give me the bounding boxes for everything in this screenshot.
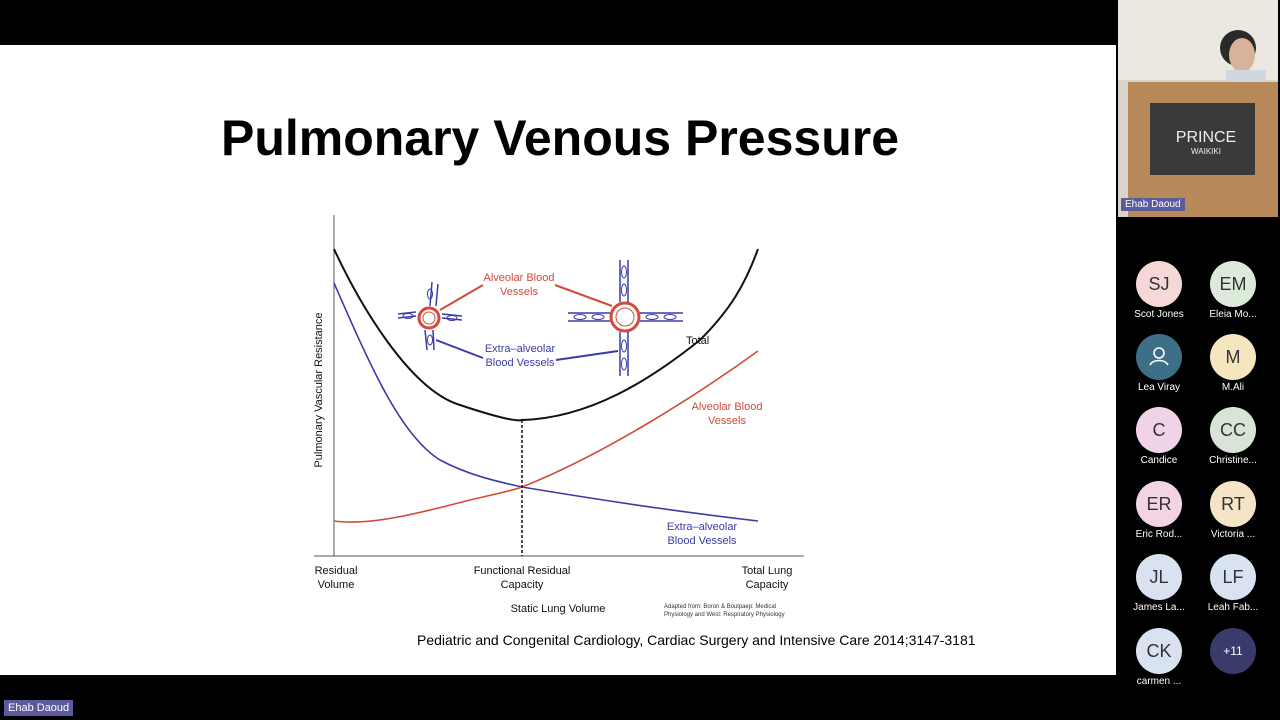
participant-tile[interactable]: ER Eric Rod... bbox=[1124, 481, 1194, 540]
avatar bbox=[1136, 334, 1182, 380]
avatar: C bbox=[1136, 407, 1182, 453]
x-label-frc-1: Functional Residual bbox=[474, 565, 571, 577]
y-axis-label: Pulmonary Vascular Resistance bbox=[313, 312, 325, 467]
presentation-slide: Pulmonary Venous Pressure Total Alveolar… bbox=[0, 45, 1116, 675]
video-name-tag: Ehab Daoud bbox=[1121, 198, 1185, 211]
participant-name: Eleia Mo... bbox=[1209, 309, 1257, 320]
participant-name: James La... bbox=[1133, 602, 1185, 613]
total-label: Total bbox=[686, 335, 709, 347]
avatar: LF bbox=[1210, 554, 1256, 600]
person-icon bbox=[1149, 347, 1169, 366]
inset-alveolar-line1: Alveolar Blood bbox=[484, 272, 555, 284]
source-note-line2: Physiology and West: Respiratory Physiol… bbox=[664, 612, 785, 618]
source-note-line1: Adapted from: Boron & Boulpaep: Medical bbox=[664, 604, 776, 610]
small-vessel-diagram bbox=[397, 281, 463, 351]
participant-name: Victoria ... bbox=[1210, 529, 1256, 540]
participant-tile[interactable]: RT Victoria ... bbox=[1198, 481, 1268, 540]
avatar: SJ bbox=[1136, 261, 1182, 307]
participant-tile[interactable]: C Candice bbox=[1124, 407, 1194, 466]
participant-tile[interactable]: JL James La... bbox=[1124, 554, 1194, 613]
participant-name: Leah Fab... bbox=[1207, 602, 1259, 613]
participant-tile[interactable]: SJ Scot Jones bbox=[1124, 261, 1194, 320]
x-axis-title: Static Lung Volume bbox=[511, 603, 606, 615]
participant-name: Lea Viray bbox=[1137, 382, 1181, 393]
participant-tile[interactable]: LF Leah Fab... bbox=[1198, 554, 1268, 613]
extra-label-line1: Extra–alveolar bbox=[667, 521, 738, 533]
participant-name: Eric Rod... bbox=[1135, 529, 1183, 540]
avatar: RT bbox=[1210, 481, 1256, 527]
participant-name: carmen ... bbox=[1136, 676, 1182, 687]
total-curve bbox=[333, 248, 759, 422]
participant-tile[interactable]: M M.Ali bbox=[1198, 334, 1268, 393]
participants-panel: PRINCE WAIKIKI Ehab Daoud SJ Scot Jones … bbox=[1116, 0, 1280, 720]
x-label-tlc-2: Capacity bbox=[746, 579, 789, 591]
alveolar-label-line1: Alveolar Blood bbox=[692, 401, 763, 413]
avatar: CC bbox=[1210, 407, 1256, 453]
sign-line1: PRINCE bbox=[1176, 129, 1236, 146]
x-label-tlc-1: Total Lung bbox=[742, 565, 793, 577]
video-frame: PRINCE WAIKIKI bbox=[1118, 0, 1278, 217]
participant-tile[interactable]: CK carmen ... bbox=[1124, 628, 1194, 687]
extra-label-line2: Blood Vessels bbox=[667, 535, 737, 547]
more-participants-button[interactable]: +11 bbox=[1210, 628, 1256, 674]
presenter-name-tag: Ehab Daoud bbox=[4, 700, 74, 716]
participant-name: Scot Jones bbox=[1134, 309, 1184, 320]
alveolar-label-line2: Vessels bbox=[708, 415, 746, 427]
avatar: EM bbox=[1210, 261, 1256, 307]
participant-name: Christine... bbox=[1209, 455, 1257, 466]
participant-tile[interactable]: CC Christine... bbox=[1198, 407, 1268, 466]
alveolar-curve bbox=[333, 350, 759, 523]
sign-line2: WAIKIKI bbox=[1191, 147, 1221, 156]
inset-extra-line2: Blood Vessels bbox=[485, 357, 555, 369]
presenter-video-tile[interactable]: PRINCE WAIKIKI Ehab Daoud bbox=[1118, 0, 1278, 217]
participant-tile[interactable]: Lea Viray bbox=[1124, 334, 1194, 393]
x-label-residual-1: Residual bbox=[315, 565, 358, 577]
slide-title: Pulmonary Venous Pressure bbox=[220, 110, 900, 166]
inset-extra-line1: Extra–alveolar bbox=[485, 343, 556, 355]
avatar: ER bbox=[1136, 481, 1182, 527]
x-label-residual-2: Volume bbox=[318, 579, 355, 591]
participant-name: M.Ali bbox=[1221, 382, 1245, 393]
avatar: CK bbox=[1136, 628, 1182, 674]
participant-name: Candice bbox=[1140, 455, 1178, 466]
extra-alveolar-curve bbox=[333, 282, 759, 522]
x-label-frc-2: Capacity bbox=[501, 579, 544, 591]
participant-tile[interactable]: EM Eleia Mo... bbox=[1198, 261, 1268, 320]
resistance-figure: Total Alveolar Blood Vessels Extra–alveo… bbox=[313, 215, 804, 618]
avatar: JL bbox=[1136, 554, 1182, 600]
inset-alveolar-line2: Vessels bbox=[500, 286, 538, 298]
citation-text: Pediatric and Congenital Cardiology, Car… bbox=[417, 632, 976, 648]
avatar: M bbox=[1210, 334, 1256, 380]
large-vessel-diagram bbox=[568, 260, 683, 376]
